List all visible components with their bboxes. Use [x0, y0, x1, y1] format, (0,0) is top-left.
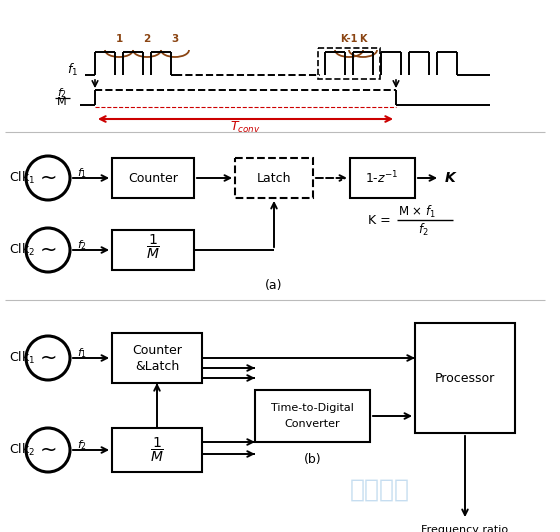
Bar: [235, 158, 313, 198]
Text: $f_1$: $f_1$: [77, 346, 87, 360]
Bar: [112, 333, 202, 383]
Text: 冠杰电子: 冠杰电子: [350, 478, 410, 502]
Text: Time-to-Digital: Time-to-Digital: [271, 403, 354, 413]
Text: K: K: [360, 34, 367, 44]
Bar: [350, 158, 415, 198]
Bar: [112, 230, 194, 270]
Text: ~: ~: [39, 440, 57, 460]
Bar: [318, 48, 380, 79]
Text: $f_1$: $f_1$: [77, 166, 87, 180]
Text: 1: 1: [115, 34, 123, 44]
Text: Clk$_2$: Clk$_2$: [9, 442, 35, 458]
Text: 3: 3: [171, 34, 179, 44]
Text: K =: K =: [368, 213, 391, 227]
Text: $f_2$: $f_2$: [57, 86, 67, 100]
Text: Latch: Latch: [256, 171, 291, 185]
Text: &Latch: &Latch: [135, 361, 179, 373]
Text: K: K: [445, 171, 456, 185]
Text: M × $f_1$: M × $f_1$: [398, 204, 436, 220]
Text: Processor: Processor: [435, 371, 495, 385]
Text: Converter: Converter: [284, 419, 340, 429]
Bar: [112, 428, 202, 472]
Text: (b): (b): [304, 453, 321, 467]
Text: Frequency ratio: Frequency ratio: [422, 525, 508, 532]
Text: Clk$_1$: Clk$_1$: [9, 350, 35, 366]
Text: $f_1$: $f_1$: [67, 62, 78, 78]
Text: Clk$_2$: Clk$_2$: [9, 242, 35, 258]
Text: Counter: Counter: [132, 345, 182, 358]
Text: $\dfrac{1}{M}$: $\dfrac{1}{M}$: [146, 233, 160, 261]
Text: ~: ~: [39, 168, 57, 188]
Text: $f_2$: $f_2$: [77, 238, 87, 252]
Text: Clk$_1$: Clk$_1$: [9, 170, 35, 186]
Bar: [415, 323, 515, 433]
Text: (a): (a): [265, 278, 283, 292]
Text: K-1: K-1: [340, 34, 358, 44]
Text: $f_2$: $f_2$: [77, 438, 87, 452]
Text: $T_{conv}$: $T_{conv}$: [230, 120, 261, 135]
Text: Counter: Counter: [128, 171, 178, 185]
Text: $\dfrac{1}{M}$: $\dfrac{1}{M}$: [150, 436, 164, 464]
Text: ~: ~: [39, 240, 57, 260]
Text: ~: ~: [39, 348, 57, 368]
Text: $1$-$z^{-1}$: $1$-$z^{-1}$: [365, 170, 399, 186]
Bar: [112, 158, 194, 198]
Text: $f_2$: $f_2$: [418, 222, 428, 238]
Text: M: M: [57, 97, 67, 107]
Text: 2: 2: [143, 34, 151, 44]
Bar: [255, 390, 370, 442]
